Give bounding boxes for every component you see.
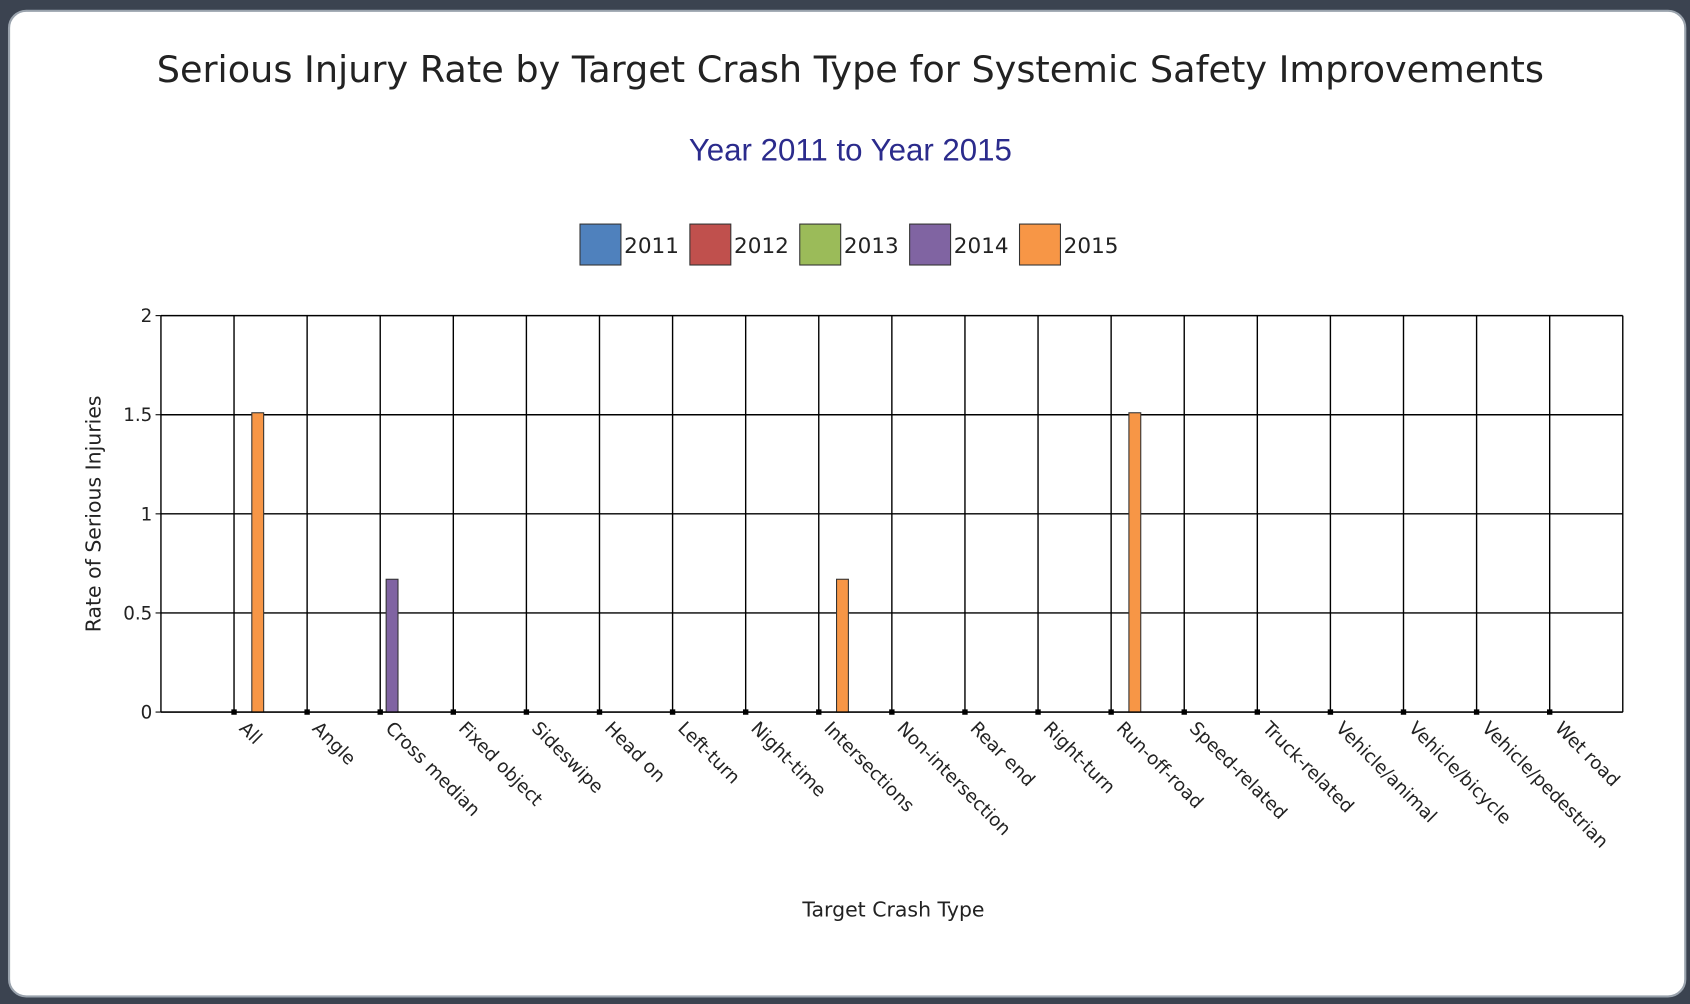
y-axis-title: Rate of Serious Injuries bbox=[82, 395, 106, 632]
y-tick-label: 1.5 bbox=[123, 405, 152, 426]
legend-label: 2012 bbox=[734, 234, 789, 259]
chart-title: Serious Injury Rate by Target Crash Type… bbox=[157, 48, 1544, 91]
legend-swatch bbox=[909, 223, 952, 266]
y-tick-label: 0 bbox=[141, 703, 153, 724]
legend-swatch bbox=[579, 223, 622, 266]
chart-frame bbox=[7, 9, 1687, 998]
bar bbox=[836, 578, 849, 713]
legend-label: 2014 bbox=[954, 234, 1009, 259]
chart-subtitle: Year 2011 to Year 2015 bbox=[689, 133, 1012, 168]
legend-label: 2013 bbox=[844, 234, 899, 259]
bar bbox=[385, 578, 399, 713]
legend-label: 2015 bbox=[1064, 234, 1119, 259]
bar bbox=[251, 412, 265, 713]
legend-swatch bbox=[689, 223, 732, 266]
legend-swatch bbox=[799, 223, 842, 266]
y-tick-label: 2 bbox=[141, 306, 153, 327]
bar bbox=[1128, 412, 1142, 713]
y-tick-label: 1 bbox=[141, 504, 153, 525]
legend-swatch bbox=[1018, 223, 1061, 266]
x-axis-title: Target Crash Type bbox=[801, 898, 984, 922]
legend-label: 2011 bbox=[624, 234, 679, 259]
y-tick-label: 0.5 bbox=[123, 603, 152, 624]
